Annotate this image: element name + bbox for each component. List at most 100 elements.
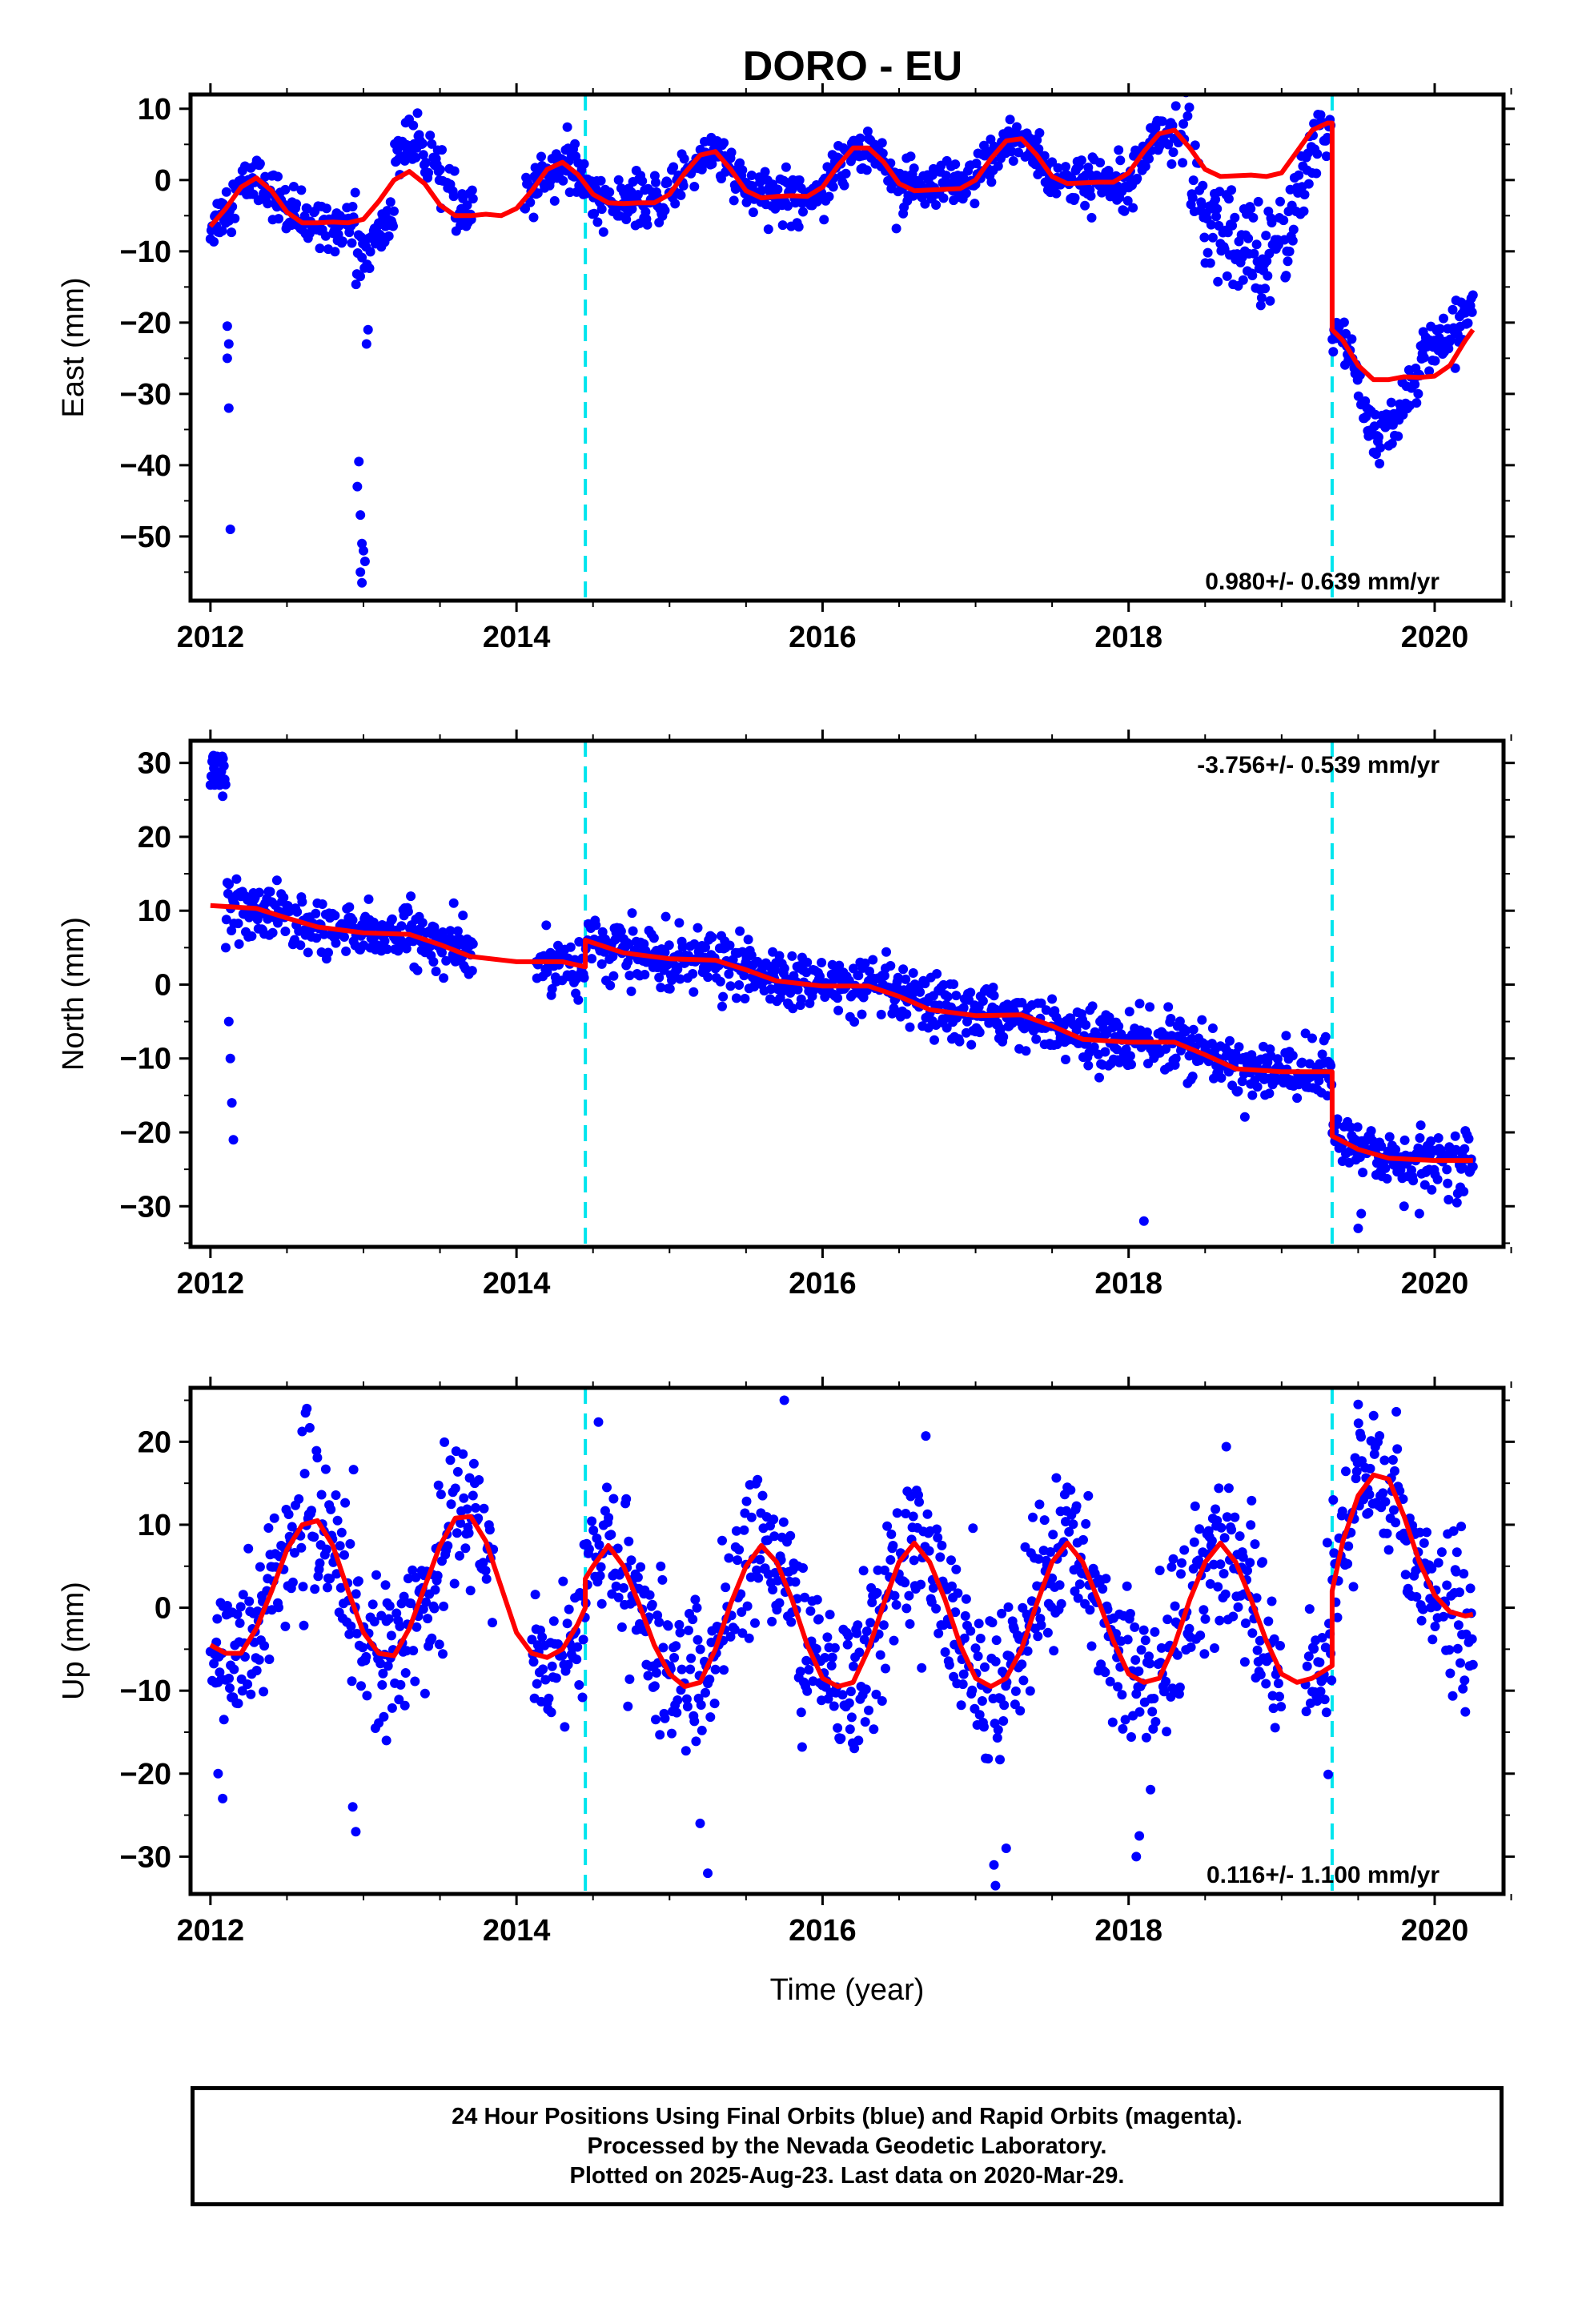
east-data-point [1206, 219, 1216, 230]
up-data-point [383, 1614, 394, 1624]
up-data-point [420, 1688, 430, 1699]
up-data-point [612, 1543, 623, 1554]
up-data-point [408, 1565, 418, 1575]
east-data-point [1246, 203, 1256, 214]
up-data-point [1003, 1602, 1014, 1612]
north-data-point [677, 942, 688, 952]
east-data-point [596, 204, 607, 215]
up-data-point [209, 1659, 219, 1669]
north-data-point [1237, 1076, 1247, 1087]
up-data-point [331, 1569, 342, 1579]
up-data-point [1141, 1732, 1151, 1743]
up-data-point [558, 1576, 568, 1586]
up-data-point [801, 1655, 812, 1666]
up-data-point [652, 1667, 661, 1678]
north-data-point [438, 927, 448, 937]
north-data-point [998, 1031, 1009, 1042]
up-data-point [1460, 1675, 1470, 1686]
up-data-point [970, 1643, 981, 1654]
up-data-point [263, 1523, 274, 1533]
east-data-point [1070, 193, 1080, 203]
east-data-point [357, 252, 367, 263]
up-data-point [588, 1526, 599, 1535]
north-data-point [441, 955, 452, 966]
east-data-point [1430, 356, 1440, 366]
up-rate-label: 0.116+/- 1.100 mm/yr [1207, 1862, 1439, 1888]
up-data-point [1068, 1519, 1078, 1530]
up-data-point [959, 1633, 970, 1643]
up-data-point [608, 1494, 619, 1504]
east-data-point [1374, 432, 1383, 442]
up-data-point [675, 1627, 685, 1638]
up-y-tick-label: −20 [120, 1758, 171, 1791]
east-data-point [737, 165, 748, 175]
chart-title: DORO - EU [743, 43, 962, 90]
north-data-point [1216, 1073, 1227, 1083]
east-y-tick-label: 0 [155, 164, 171, 198]
up-data-point [753, 1474, 763, 1485]
up-data-point [237, 1686, 247, 1696]
east-y-tick-label: −20 [120, 307, 171, 340]
east-outlier-point [352, 481, 363, 492]
north-data-point [881, 947, 891, 957]
east-data-point [448, 191, 459, 202]
north-data-point [793, 984, 803, 995]
east-data-point [449, 166, 460, 176]
up-data-point [356, 1681, 366, 1691]
north-data-point [1100, 1047, 1110, 1057]
up-data-point [1368, 1410, 1379, 1421]
east-data-point [592, 217, 603, 227]
up-data-point [251, 1666, 262, 1675]
east-data-point [425, 131, 436, 141]
east-data-point [748, 207, 758, 218]
north-data-point [234, 939, 244, 949]
north-data-point [1197, 1015, 1207, 1025]
up-data-point [532, 1679, 542, 1689]
east-data-point [1318, 84, 1327, 94]
up-data-point [660, 1713, 670, 1723]
up-data-point [351, 1589, 361, 1599]
east-data-point [1299, 206, 1309, 216]
east-data-point [1315, 110, 1326, 120]
up-outlier-point [381, 1735, 391, 1746]
north-data-point [547, 983, 557, 994]
up-data-point [411, 1572, 421, 1582]
east-data-point [579, 159, 589, 169]
up-data-point [244, 1596, 255, 1606]
north-data-point [331, 938, 341, 948]
north-data-point [452, 926, 463, 936]
up-data-point [438, 1649, 448, 1659]
up-data-point [340, 1498, 351, 1508]
up-data-point [914, 1497, 924, 1507]
north-data-point [344, 902, 355, 912]
north-data-point [740, 994, 750, 1003]
north-data-point [661, 911, 671, 922]
up-data-point [1467, 1634, 1477, 1644]
up-data-point [1375, 1431, 1385, 1441]
north-y-tick-label: −10 [120, 1043, 171, 1076]
up-data-point [1458, 1683, 1468, 1694]
up-data-point [1026, 1596, 1037, 1606]
east-data-point [589, 208, 600, 219]
east-data-points [205, 84, 1478, 588]
up-data-point [1046, 1547, 1055, 1557]
up-data-point [1022, 1646, 1033, 1656]
east-data-point [1053, 163, 1063, 173]
east-data-point [1467, 307, 1477, 317]
up-data-point [865, 1618, 876, 1628]
panel-east: 2012 2014 2016 2018 2020 10 0 −10 −20 −30 −40 −50 Ea… [57, 83, 1515, 654]
up-data-point [1186, 1642, 1196, 1652]
up-data-point [655, 1730, 665, 1740]
north-data-point [1081, 1019, 1091, 1030]
up-data-point [367, 1599, 378, 1610]
east-data-point [217, 226, 227, 236]
up-data-point [1312, 1696, 1323, 1706]
up-data-point [1174, 1683, 1185, 1692]
up-data-point [1179, 1545, 1190, 1555]
up-data-point [225, 1683, 235, 1693]
east-data-point [421, 158, 431, 167]
up-data-point [1161, 1676, 1171, 1687]
up-data-point [1018, 1675, 1029, 1686]
east-data-point [1294, 170, 1304, 180]
